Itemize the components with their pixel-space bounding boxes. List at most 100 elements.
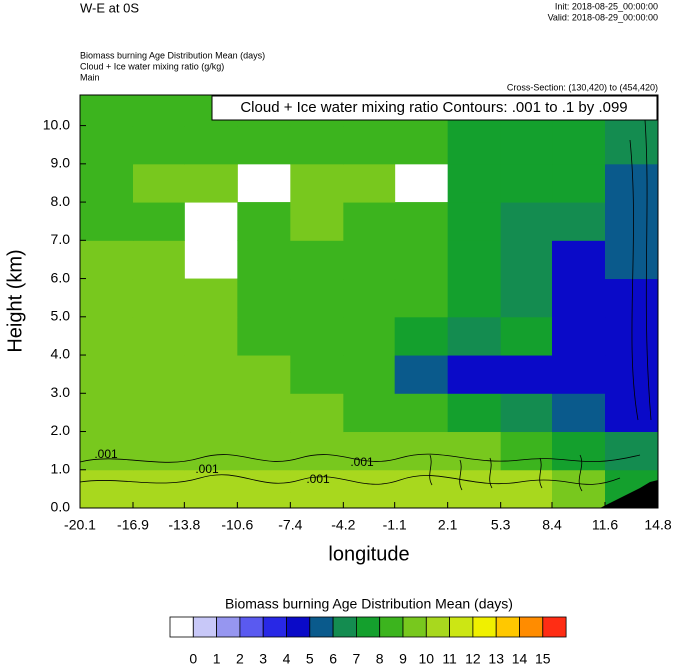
field-cell: [290, 202, 344, 241]
colorbar-label: 7: [353, 651, 361, 667]
field-cell: [500, 202, 553, 241]
field-cell: [447, 316, 502, 356]
colorbar-label: 3: [259, 651, 267, 667]
colorbar-label: 6: [329, 651, 337, 667]
colorbar-box: [519, 616, 544, 638]
field-cell: [80, 95, 134, 127]
field-cell: [237, 240, 291, 280]
colorbar-box: [495, 616, 520, 638]
colorbar-label: 13: [488, 651, 504, 667]
colorbar-box: [449, 616, 474, 638]
field-cell: [184, 355, 238, 394]
contour-line: [79, 453, 641, 463]
colorbar-label: 2: [236, 651, 244, 667]
colorbar-box: [239, 616, 264, 638]
field-cell: [132, 316, 185, 356]
field-cell: [447, 240, 502, 280]
colorbar-box: [425, 616, 450, 638]
x-tick-label: -1.1: [383, 517, 407, 533]
field-cell: [500, 431, 553, 471]
field-cell: [394, 316, 449, 356]
field-cell: [184, 393, 238, 433]
y-tick-label: 7.0: [51, 231, 71, 247]
contour-line: [429, 454, 583, 492]
field-cell: [132, 393, 185, 433]
y-tick-label: 9.0: [51, 155, 71, 171]
field-cell: [343, 278, 396, 318]
field-cell: [237, 316, 291, 356]
field-cell: [447, 355, 502, 394]
field-cell: [447, 278, 502, 318]
field-cell: [343, 125, 396, 165]
x-tick-label: 11.6: [592, 517, 618, 533]
field-cell: [290, 240, 344, 280]
y-tick-label: 5.0: [51, 307, 71, 323]
field-cell: [605, 431, 659, 471]
field-cell: [237, 431, 291, 471]
field-cell: [290, 355, 344, 394]
x-tick-label: -20.1: [64, 517, 96, 533]
y-tick-label: 1.0: [51, 460, 71, 476]
field-cell: [552, 163, 606, 203]
field-cell: [343, 202, 396, 241]
colorbar-label: 10: [419, 651, 435, 667]
field-cell: [500, 125, 553, 165]
colorbar-box: [379, 616, 404, 638]
annotation: Cloud + Ice water mixing ratio Contours:…: [240, 99, 627, 116]
field-cell: [80, 316, 134, 356]
x-tick-label: 2.1: [438, 517, 458, 533]
colorbar-box: [169, 616, 194, 638]
field-cell: [500, 393, 553, 433]
field-cell: [290, 163, 344, 203]
field-cell: [290, 431, 344, 471]
field-cell: [394, 278, 449, 318]
x-tick-label: 5.3: [491, 517, 511, 533]
field-cell: [343, 316, 396, 356]
field-cell: [184, 469, 238, 509]
plot-header: W-E at 0S: [80, 0, 139, 15]
field-line: Main: [80, 72, 100, 82]
x-tick-label: -16.9: [117, 517, 149, 533]
colorbar-box: [355, 616, 381, 638]
colorbar-box: [286, 616, 311, 638]
colorbar-title: Biomass burning Age Distribution Mean (d…: [225, 596, 513, 612]
field-cell: [290, 316, 344, 356]
field-cell: [184, 163, 238, 203]
field-cell: [237, 125, 291, 165]
y-tick-label: 2.0: [51, 422, 71, 438]
y-axis-title: Height (km): [4, 249, 26, 352]
field-cell: [132, 202, 185, 241]
contour-label: .001: [94, 447, 118, 461]
x-tick-label: 14.8: [644, 517, 671, 533]
field-cell: [447, 202, 502, 241]
y-tick-label: 0.0: [51, 499, 71, 515]
field-cell: [343, 431, 396, 471]
x-tick-label: -7.4: [278, 517, 302, 533]
field-cell: [447, 125, 502, 165]
field-cell: [500, 278, 553, 318]
y-tick-label: 6.0: [51, 269, 71, 285]
colorbar-label: 0: [189, 651, 197, 667]
colorbar-label: 8: [376, 651, 384, 667]
field-cell: [184, 316, 238, 356]
colorbar-box: [309, 616, 334, 638]
field-cell: [343, 393, 396, 433]
field-cell: [290, 125, 344, 165]
colorbar-label: 14: [512, 651, 528, 667]
field-line: Biomass burning Age Distribution Mean (d…: [80, 50, 265, 60]
field-cell: [500, 240, 553, 280]
x-tick-label: 8.4: [542, 517, 562, 533]
field-cell: [394, 431, 449, 471]
field-cell: [552, 393, 606, 433]
field-cell: [447, 469, 502, 509]
field-cell: [80, 393, 134, 433]
y-tick-label: 8.0: [51, 193, 71, 209]
x-tick-label: -13.8: [168, 517, 200, 533]
field-cell: [552, 278, 606, 318]
contour-line: [79, 474, 621, 485]
field-cell: [500, 355, 553, 394]
field-cell: [552, 240, 606, 280]
field-cell: [343, 240, 396, 280]
field-cell: [132, 95, 185, 127]
field-cell: [394, 125, 449, 165]
